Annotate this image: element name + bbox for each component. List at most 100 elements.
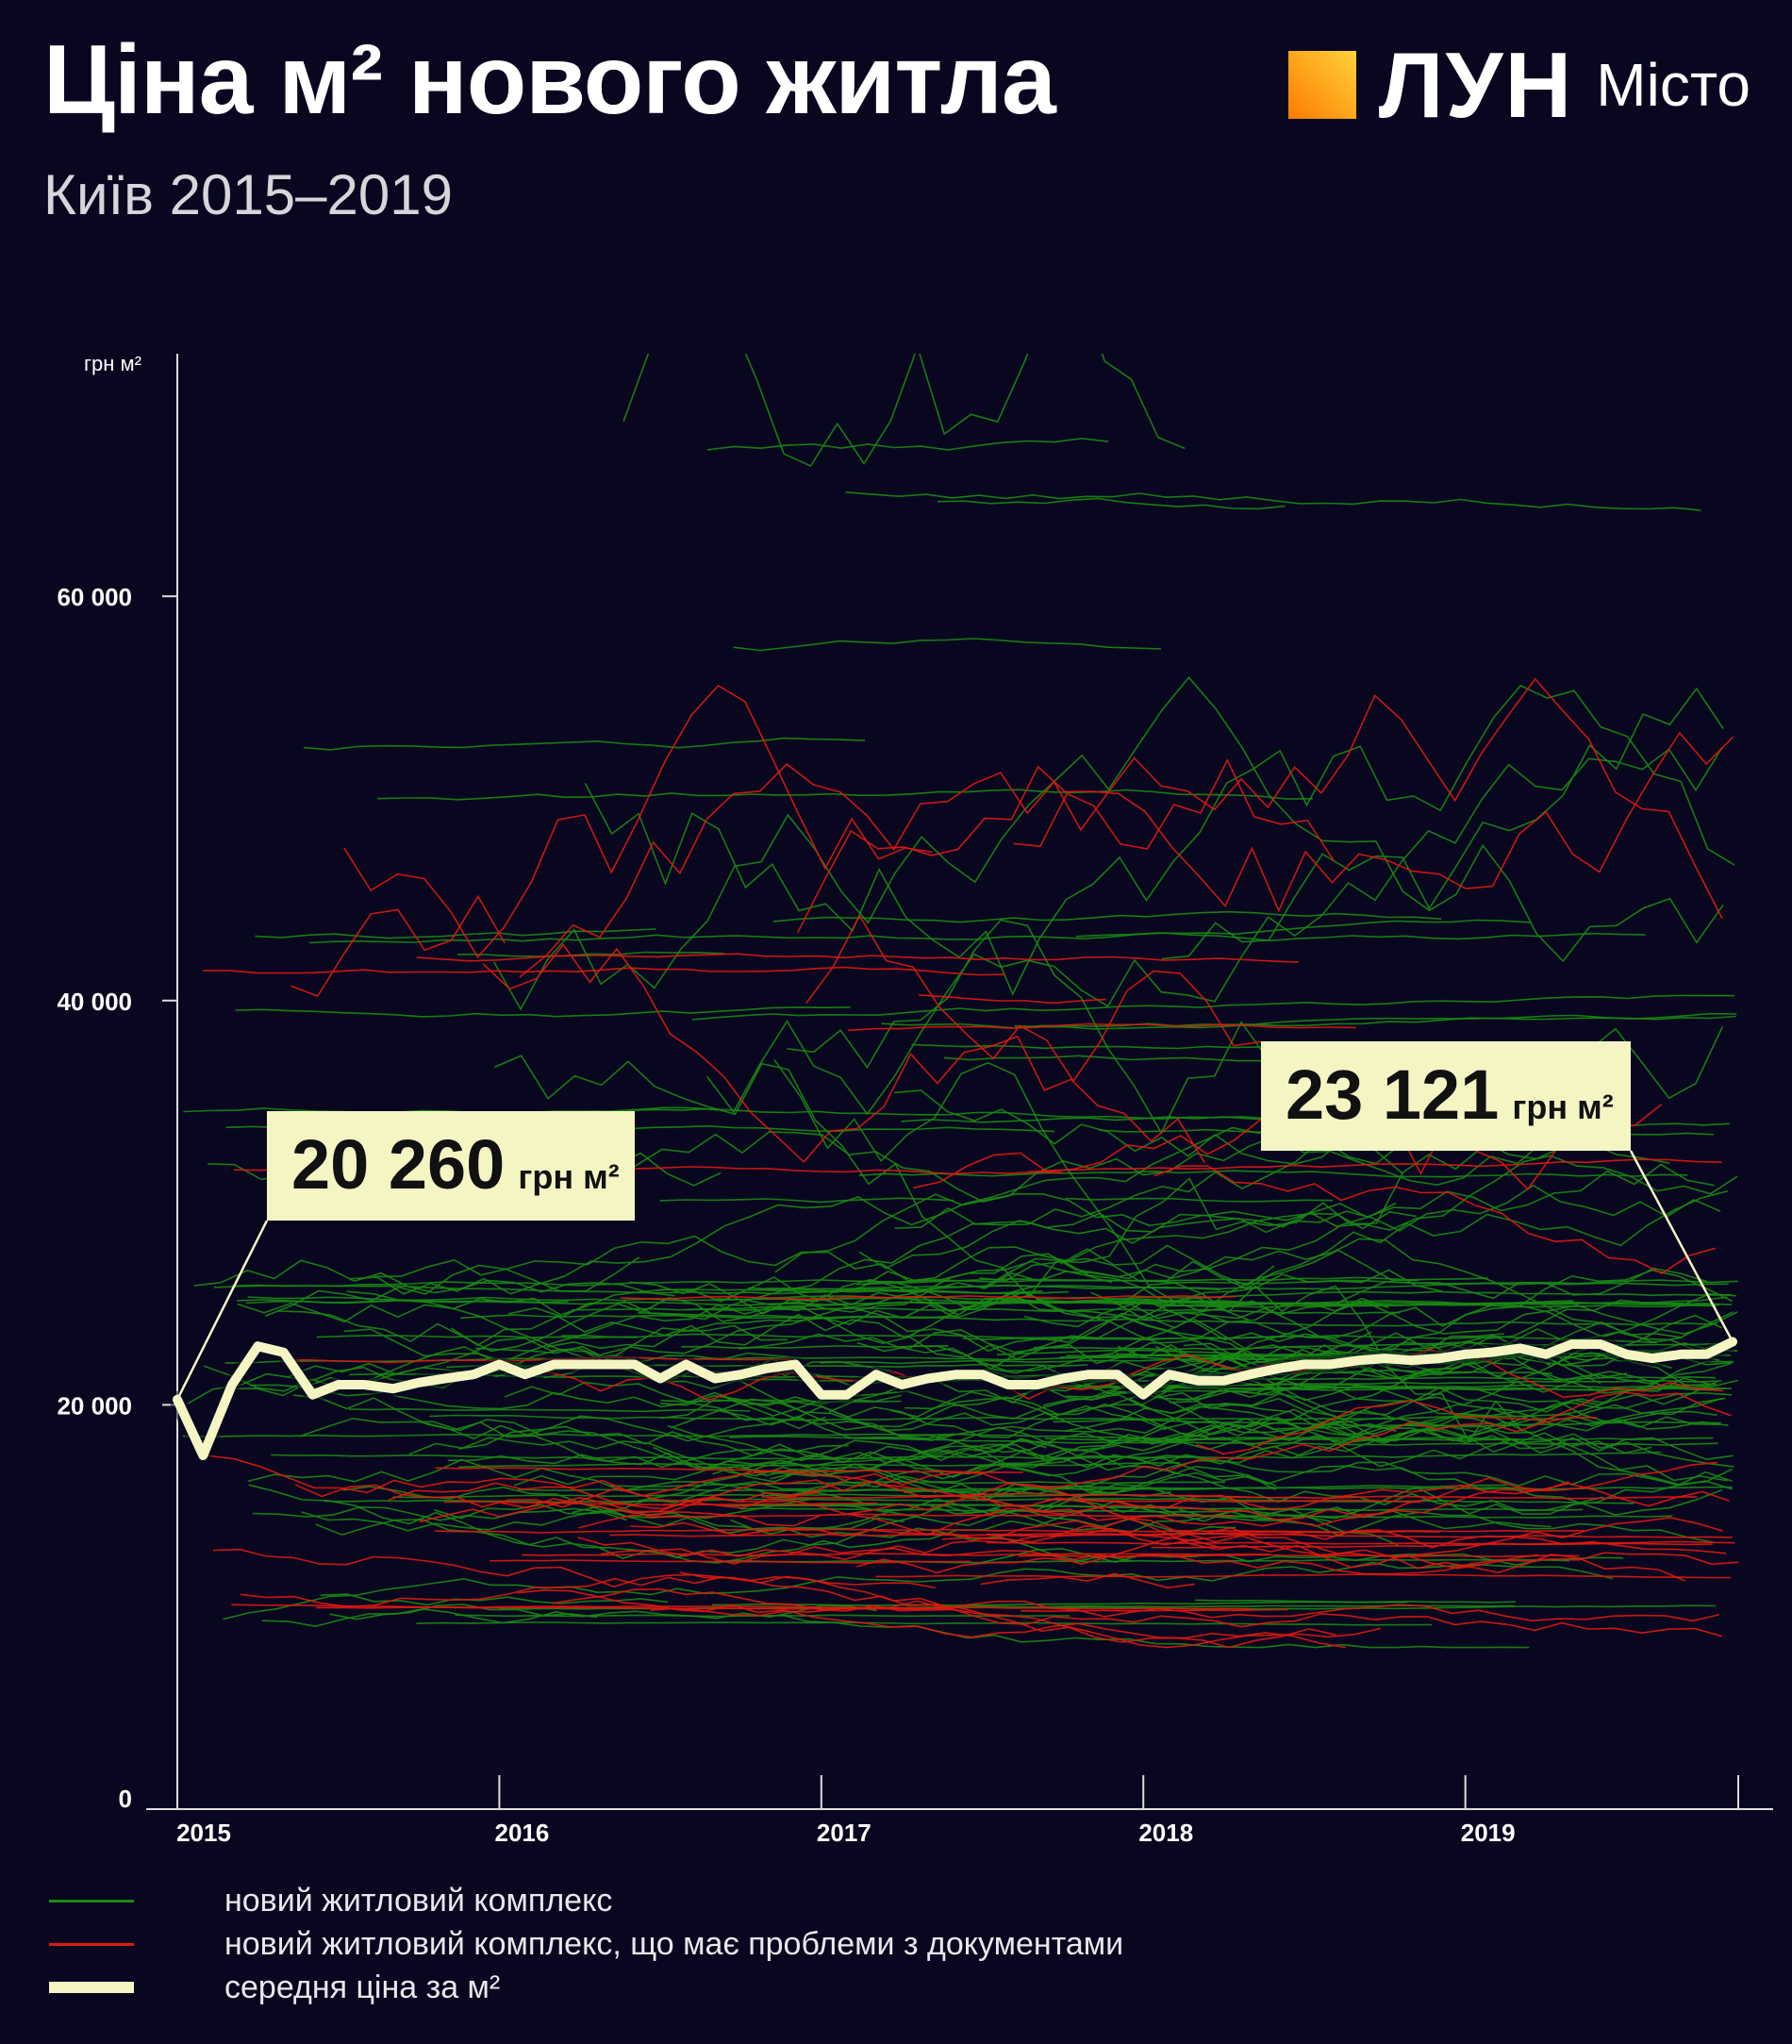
series-line <box>1157 1302 1720 1308</box>
series-line <box>681 1345 949 1349</box>
series-line <box>796 731 1734 934</box>
series-line <box>247 1296 569 1304</box>
callout-leader <box>1629 1150 1734 1343</box>
series-line <box>1059 1244 1275 1287</box>
series-line <box>894 1089 1510 1174</box>
series-line <box>645 1513 1234 1518</box>
series-line <box>493 676 1724 1011</box>
callout-label: 20 260 грн м² <box>291 1125 620 1204</box>
series-line <box>1023 1304 1372 1347</box>
series-line <box>578 1491 820 1529</box>
series-line <box>577 1524 1220 1561</box>
series-line <box>346 1276 1737 1353</box>
series-line <box>193 1259 675 1297</box>
series-line <box>212 1548 1336 1649</box>
series-line <box>1169 1362 1732 1405</box>
callout-value: 23 121 <box>1286 1055 1499 1134</box>
series-line <box>435 1467 1024 1473</box>
series-line <box>705 746 1723 1116</box>
series-line <box>1020 1608 1288 1613</box>
series-line <box>1112 1375 1728 1482</box>
series-line <box>663 1502 877 1506</box>
series-line <box>343 684 933 959</box>
series-line <box>653 1446 1723 1516</box>
series-line <box>377 789 1314 801</box>
series-line <box>1183 1333 1504 1372</box>
series-line <box>519 677 1723 978</box>
legend-swatch-green <box>49 1899 134 1903</box>
callout-label: 23 121 грн м² <box>1286 1055 1614 1134</box>
series-line <box>552 1587 1382 1649</box>
series-line <box>620 1295 1236 1301</box>
series-line <box>667 1424 1176 1473</box>
series-line <box>660 1399 902 1403</box>
series-line <box>1065 1197 1334 1203</box>
series-line <box>1196 1391 1732 1455</box>
callout-value: 20 260 <box>291 1125 505 1204</box>
x-tick-label: 2017 <box>817 1819 871 1847</box>
series-line <box>712 1601 1407 1606</box>
series-line <box>1064 1397 1734 1461</box>
legend: новий житловий комплекс новий житловий к… <box>49 1879 1123 2009</box>
series-line <box>671 1398 1607 1445</box>
series-line <box>980 1572 1195 1589</box>
series-line <box>1037 1290 1733 1301</box>
series-line <box>290 894 506 997</box>
series-line <box>203 966 1005 976</box>
series-line <box>1178 1508 1714 1544</box>
series-line <box>517 1589 1347 1649</box>
series-line <box>660 1394 903 1420</box>
series-line <box>848 1022 1356 1032</box>
series-line <box>316 1334 638 1339</box>
series-line <box>937 497 1286 510</box>
x-tick-label: 2016 <box>494 1819 549 1847</box>
series-line <box>255 928 656 939</box>
series-line <box>288 1362 476 1377</box>
callout-box <box>1261 1041 1631 1151</box>
x-tick-label: 2018 <box>1138 1819 1193 1847</box>
series-line <box>728 1435 1718 1446</box>
callout-unit: грн м² <box>518 1157 619 1196</box>
legend-label: новий житловий комплекс <box>224 1882 613 1919</box>
series-line <box>875 1573 1732 1579</box>
series-line <box>1013 757 1336 862</box>
series-line <box>213 1285 1043 1295</box>
series-line <box>622 354 1186 468</box>
legend-swatch-average <box>49 1982 134 1993</box>
series-line <box>546 1324 788 1350</box>
legend-label: новий житловий комплекс, що має проблеми… <box>224 1925 1124 1962</box>
series-line <box>754 1503 1584 1512</box>
series-line <box>943 1055 1319 1062</box>
series-line <box>894 1132 1670 1229</box>
series-line <box>447 1444 849 1469</box>
series-line <box>918 1416 1720 1467</box>
average-line <box>173 1337 1737 1460</box>
series-line <box>308 932 1646 944</box>
series-line <box>733 638 1161 652</box>
page-title: Ціна м² нового житла <box>43 25 1056 135</box>
series-line <box>919 994 1106 1005</box>
series-line <box>252 1505 627 1521</box>
series-line <box>679 1571 1723 1637</box>
series-line <box>845 491 1701 511</box>
logo-brand: ЛУН <box>1378 33 1574 137</box>
series-line <box>855 1552 1739 1575</box>
legend-item-green: новий житловий комплекс <box>49 1879 1123 1922</box>
series-line <box>505 1381 826 1430</box>
series-line <box>434 1504 1236 1535</box>
series-line <box>522 1553 1270 1556</box>
series-line <box>207 1416 1598 1510</box>
series-line <box>235 1006 851 1018</box>
axis-layer: 0 20 000 40 000 60 000 грн м² 2015 2016 2017 201… <box>57 352 1773 1847</box>
series-line <box>714 1558 1570 1564</box>
series-line <box>706 437 1109 451</box>
series-line <box>1117 1343 1734 1486</box>
series-line <box>855 1278 1738 1286</box>
series-line <box>517 1484 1507 1492</box>
series-line <box>458 1462 1181 1469</box>
series-line <box>774 1155 1738 1273</box>
series-line <box>1143 1416 1652 1454</box>
legend-item-average: середня ціна за м² <box>49 1966 1123 2009</box>
series-line <box>408 1437 838 1478</box>
series-line <box>348 1407 751 1413</box>
